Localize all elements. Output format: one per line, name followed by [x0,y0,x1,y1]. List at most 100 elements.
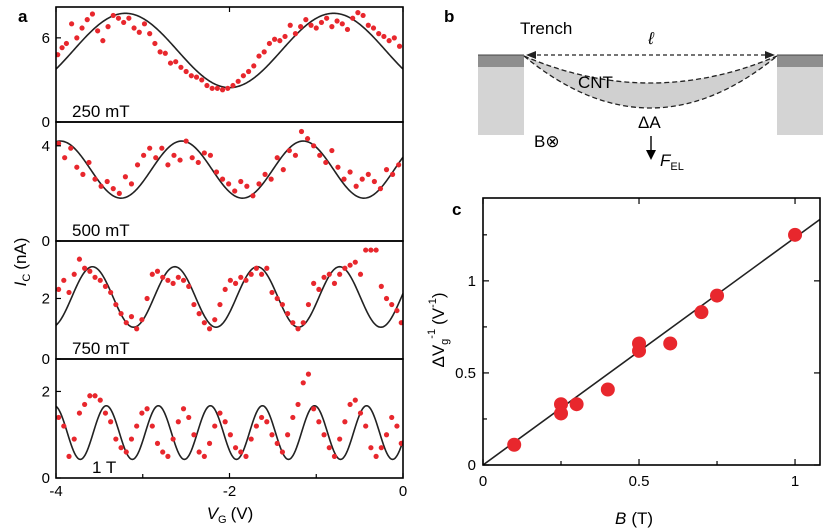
data-point [110,12,116,19]
data-point [115,15,122,21]
data-point [95,28,101,34]
data-point [225,85,231,91]
data-point [371,178,377,185]
data-point [212,423,218,429]
data-point [56,140,62,147]
panel-c-xlabel-unit: (T) [631,509,653,528]
data-point [207,152,214,158]
data-point [287,22,293,28]
data-point [69,21,75,27]
data-point [118,311,124,317]
x-tick-label: -4 [49,483,62,500]
data-point [206,326,213,332]
data-point [383,432,390,438]
data-point [214,85,220,91]
data-point [102,410,109,416]
data-point [280,167,286,173]
data-point [326,271,332,277]
data-point [269,289,275,296]
data-point [167,60,174,66]
data-point [365,171,371,177]
data-point [347,169,353,175]
data-point [189,155,195,161]
data-point [97,397,103,403]
data-point [76,410,83,416]
data-point [87,393,93,399]
data-point [82,265,88,271]
data-point [160,449,166,455]
data-point [144,295,150,302]
data-point [147,31,153,37]
y-tick-label: 0 [468,457,476,474]
data-point [209,85,215,91]
data-point [188,73,194,79]
data-point [290,414,296,421]
data-point [108,419,114,425]
data-point [149,423,155,429]
data-point [113,436,119,442]
y-tick-label: 2 [42,290,50,307]
data-point [243,277,249,283]
data-point [383,295,390,302]
data-point [110,186,116,192]
data-point [274,155,280,161]
data-point [258,271,265,277]
x-tick-label: 0 [399,483,407,500]
panel-c-letter: c [452,200,461,219]
data-point [245,68,252,75]
data-point [373,247,379,253]
data-point [219,176,226,182]
data-point [217,410,223,416]
data-point [195,159,201,166]
data-point [134,423,140,429]
data-point [134,162,141,168]
data-point [253,423,259,429]
panel-c-ylabel-sup: -1 [426,329,438,339]
force-arrow-head [646,150,656,160]
data-point [359,176,365,182]
data-point [317,152,323,158]
data-point [61,277,67,283]
data-point [285,432,291,438]
panel-a-xlabel-sub: G [218,514,227,526]
data-point [201,150,207,156]
data-point [323,159,329,166]
panel-a-ylabel: IC (nA) [11,238,33,287]
panel-a-xlabel-unit: (V) [231,504,254,523]
cnt-label: CNT [578,73,613,92]
data-point [227,432,233,438]
x-tick-label: 0.5 [629,473,650,490]
data-point [87,268,93,274]
data-point [350,15,356,21]
data-point [386,38,392,44]
data-point [311,406,317,412]
data-point [256,53,262,59]
data-point [353,183,359,189]
data-point [171,152,177,158]
data-point [175,419,181,425]
data-point [256,181,262,187]
panel-c-xlabel-main: B [615,509,626,528]
data-point [360,12,366,19]
data-point [62,155,68,161]
data-point [554,397,569,412]
data-point [76,256,83,262]
data-point [663,336,678,351]
data-point [71,436,77,442]
data-point [186,283,192,289]
data-point [313,25,319,31]
data-point [170,280,176,286]
data-point [295,401,301,408]
data-point [243,453,249,459]
data-point [118,445,124,451]
data-point [128,181,135,187]
data-point [131,25,137,31]
data-point [357,410,364,416]
data-point [398,320,403,326]
data-point [162,50,168,56]
data-point [79,25,85,31]
data-point [368,247,374,253]
panel-c-frame [482,197,821,466]
data-point [56,414,62,421]
data-point [141,21,148,27]
